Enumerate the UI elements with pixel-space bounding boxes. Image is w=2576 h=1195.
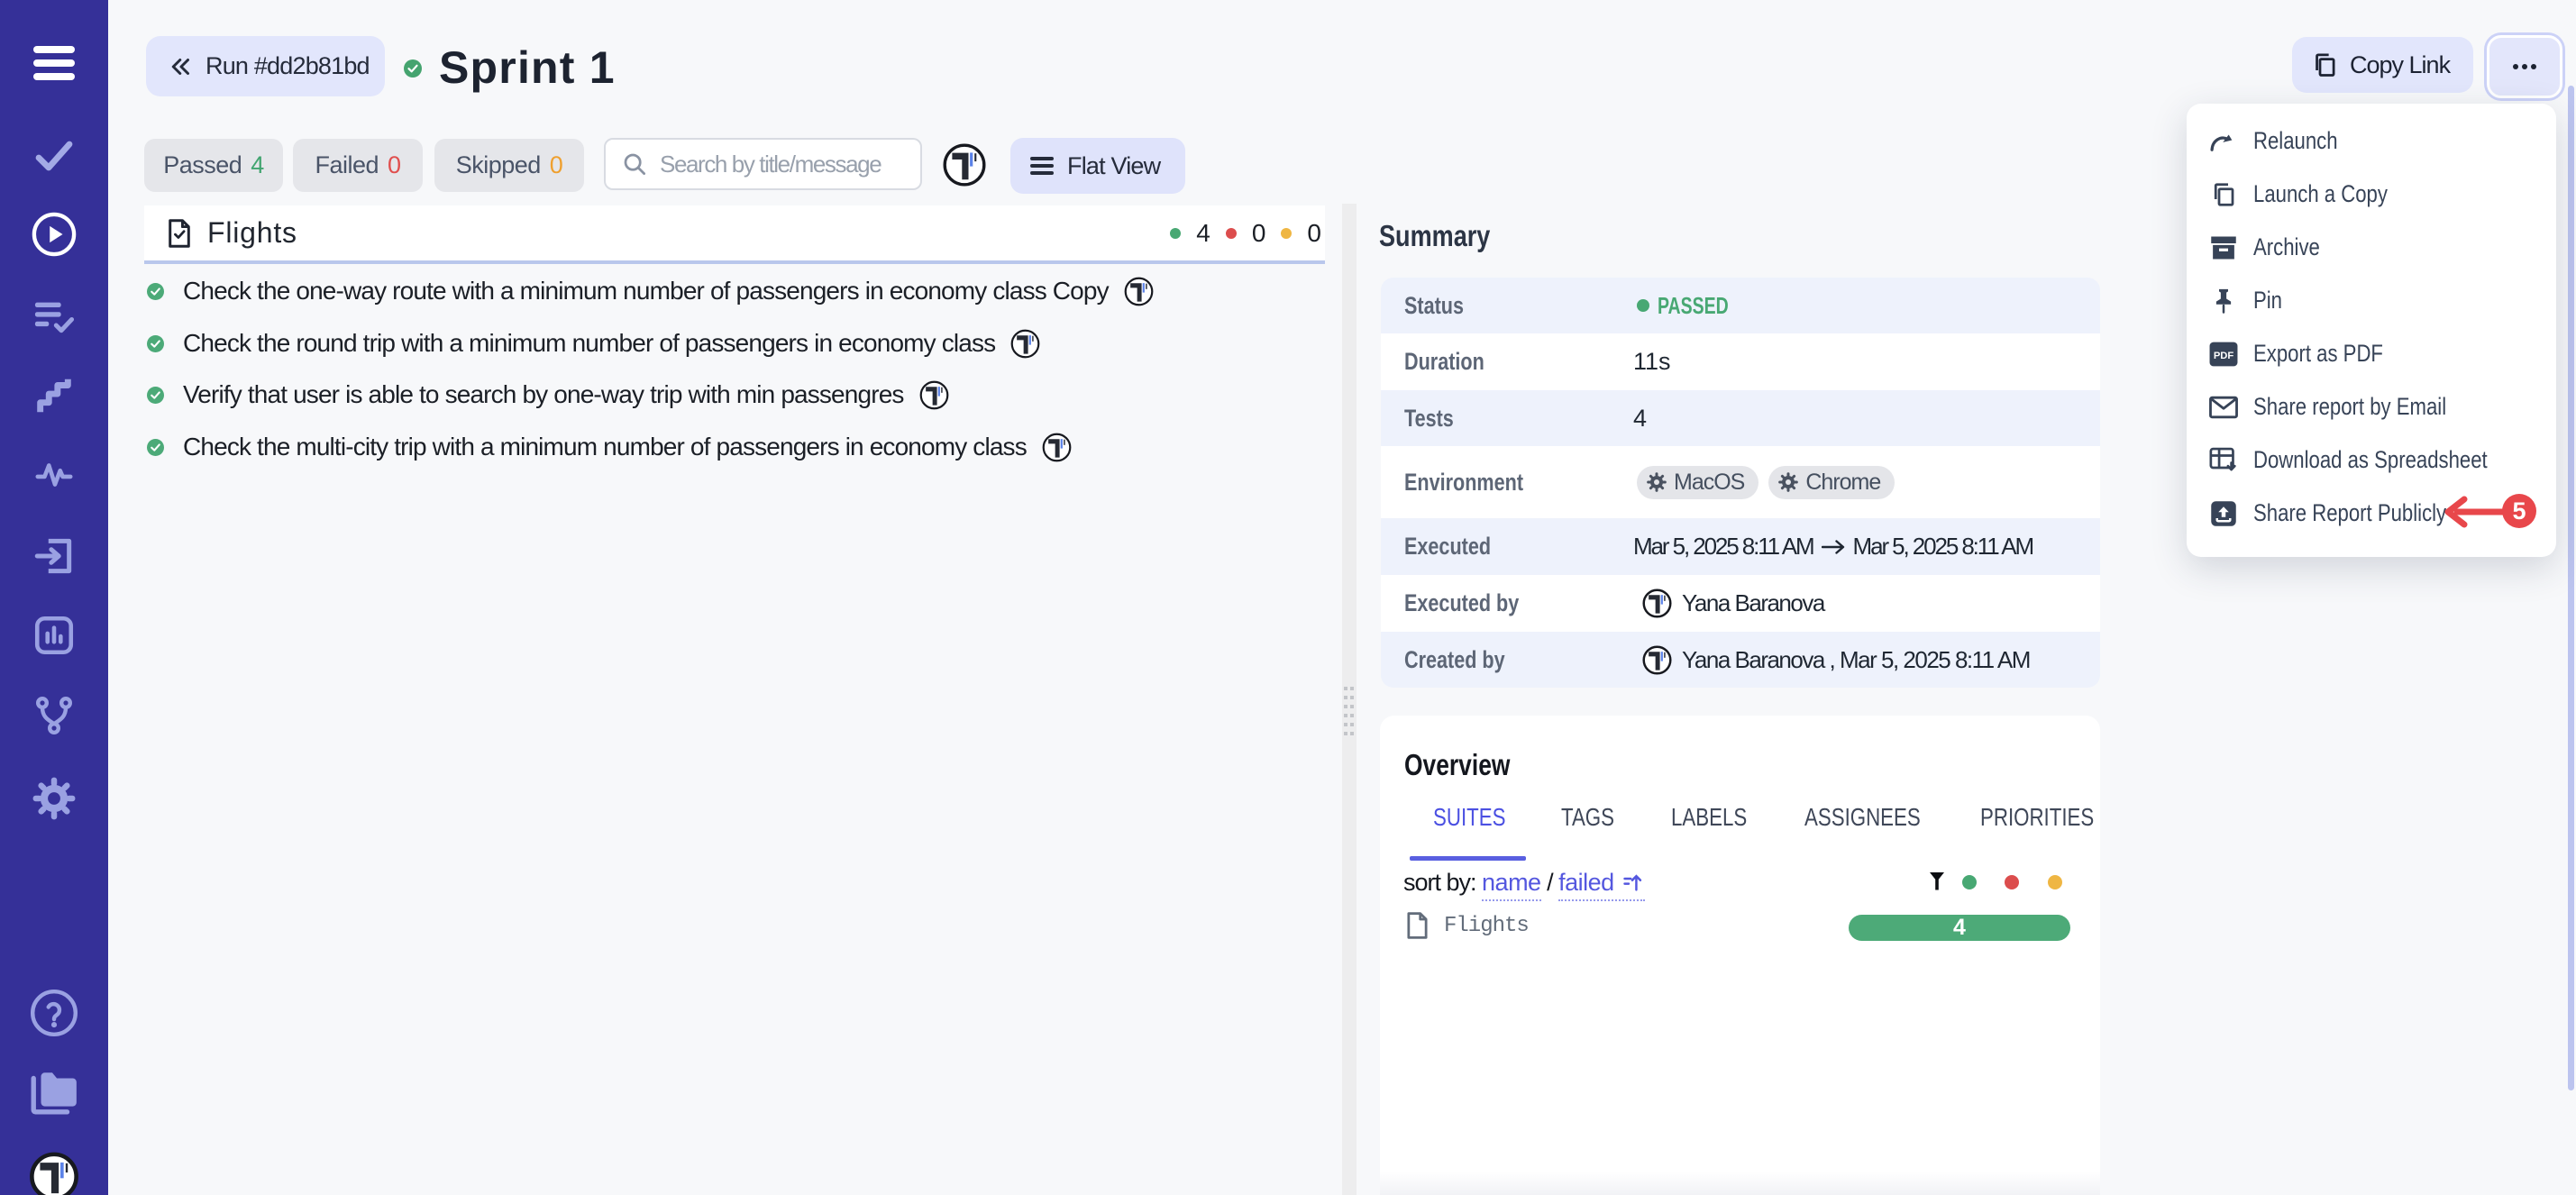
svg-text:PDF: PDF — [2214, 350, 2234, 360]
